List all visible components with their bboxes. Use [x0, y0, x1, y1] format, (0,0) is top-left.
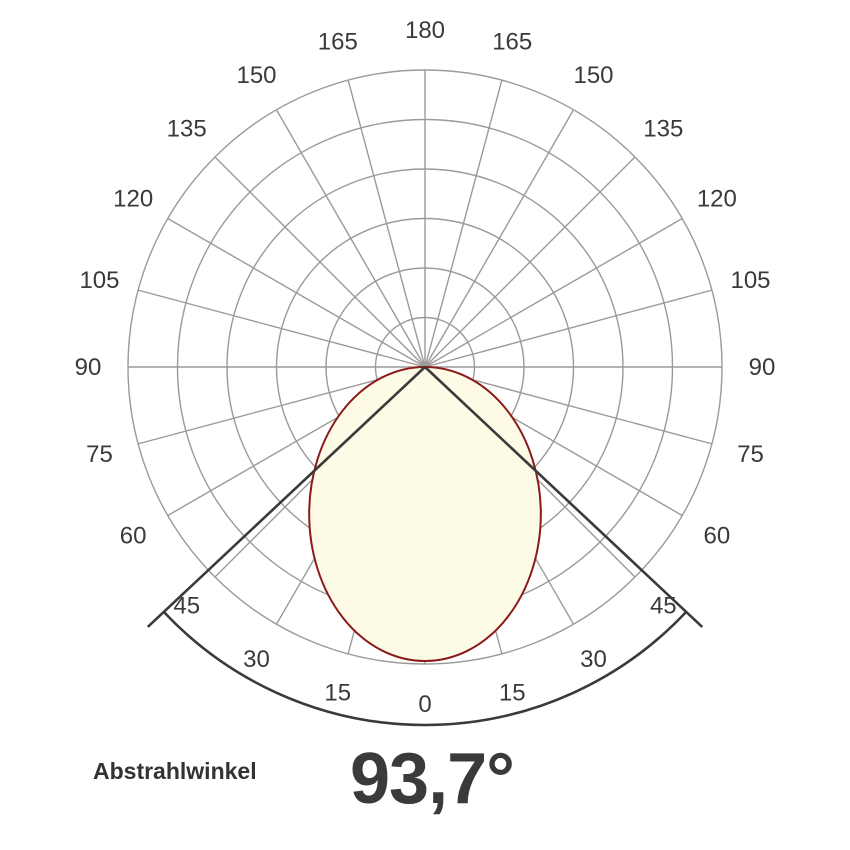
tick-label: 135 — [643, 116, 683, 143]
tick-label: 105 — [730, 267, 770, 294]
tick-label: 60 — [120, 523, 147, 550]
tick-label: 45 — [650, 592, 677, 619]
grid-spoke — [347, 79, 426, 368]
angle-tick-labels: 0 15 15 30 30 45 45 60 60 75 75 90 90 105 105 120 120 135… — [75, 17, 776, 718]
light-distribution-fill — [309, 367, 541, 662]
grid-spoke — [424, 289, 713, 368]
tick-label: 75 — [737, 441, 764, 468]
tick-label: 120 — [697, 186, 737, 213]
tick-label: 15 — [324, 680, 351, 707]
tick-label: 45 — [173, 592, 200, 619]
grid-spoke — [137, 289, 426, 368]
beam-angle-arc — [162, 610, 688, 727]
tick-label: 0 — [418, 691, 431, 718]
tick-label: 15 — [499, 680, 526, 707]
tick-label: 150 — [236, 62, 276, 89]
tick-label: 30 — [580, 646, 607, 673]
beam-angle-line — [146, 366, 426, 628]
distribution-layer — [308, 366, 542, 663]
tick-label: 75 — [86, 441, 113, 468]
tick-label: 135 — [167, 116, 207, 143]
beam-angle-line — [424, 366, 704, 628]
tick-label: 90 — [75, 354, 102, 381]
grid-spoke — [424, 79, 503, 368]
tick-label: 165 — [492, 28, 532, 55]
grid-spoke — [167, 217, 426, 368]
tick-label: 120 — [113, 186, 153, 213]
tick-label: 30 — [243, 646, 270, 673]
beam-angle-label: Abstrahlwinkel — [93, 758, 257, 784]
tick-label: 150 — [573, 62, 613, 89]
grid-spoke — [424, 109, 575, 368]
tick-label: 90 — [749, 354, 776, 381]
tick-label: 105 — [79, 267, 119, 294]
beam-angle-value: 93,7° — [350, 739, 515, 819]
beam-angle-layer — [146, 366, 704, 727]
grid-spoke — [424, 217, 683, 368]
grid-spoke — [275, 109, 426, 368]
grid-spoke — [424, 156, 636, 368]
tick-label: 180 — [405, 17, 445, 44]
tick-label: 165 — [318, 28, 358, 55]
tick-label: 60 — [703, 523, 730, 550]
grid-spoke — [214, 156, 426, 368]
